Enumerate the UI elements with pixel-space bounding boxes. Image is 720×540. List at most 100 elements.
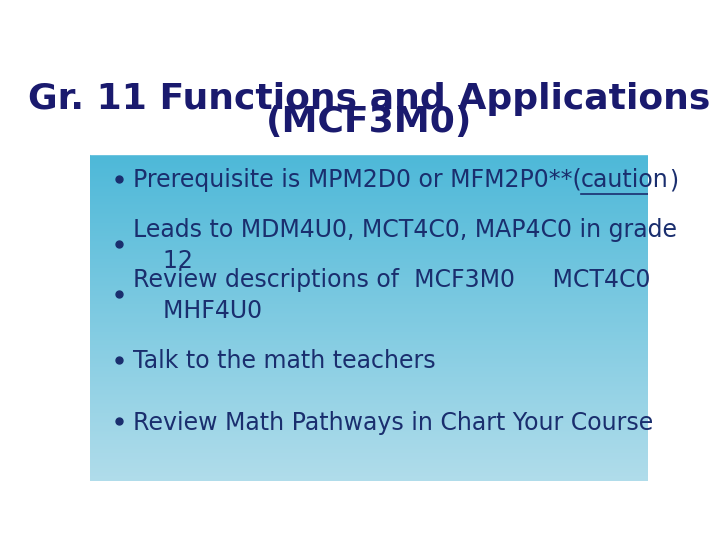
Bar	[90, 463, 648, 464]
Bar	[90, 350, 648, 351]
Bar	[90, 187, 648, 188]
Bar	[90, 277, 648, 278]
Bar	[90, 294, 648, 295]
Bar	[90, 362, 648, 363]
Bar	[90, 200, 648, 201]
Bar	[90, 245, 648, 246]
Bar	[90, 357, 648, 359]
Bar	[90, 327, 648, 328]
Bar	[90, 213, 648, 214]
Bar	[90, 239, 648, 240]
Bar	[90, 241, 648, 242]
Bar	[90, 183, 648, 184]
Bar	[90, 310, 648, 311]
Bar	[90, 435, 648, 436]
Bar	[90, 306, 648, 307]
Bar	[90, 477, 648, 478]
Bar	[90, 205, 648, 206]
Bar	[90, 374, 648, 375]
Bar	[90, 259, 648, 260]
Bar	[90, 158, 648, 159]
Bar	[90, 227, 648, 228]
Bar	[90, 278, 648, 279]
Bar	[90, 427, 648, 428]
Bar	[90, 379, 648, 380]
Bar	[90, 356, 648, 357]
Text: Gr. 11 Functions and Applications: Gr. 11 Functions and Applications	[28, 82, 710, 116]
Bar	[90, 459, 648, 460]
Bar	[90, 320, 648, 321]
Bar	[90, 313, 648, 314]
Bar	[90, 253, 648, 254]
Bar	[90, 217, 648, 218]
Bar	[90, 305, 648, 306]
Bar	[90, 319, 648, 320]
Bar	[90, 341, 648, 342]
Bar	[90, 445, 648, 446]
Bar	[90, 314, 648, 315]
Bar	[90, 261, 648, 262]
Bar	[90, 428, 648, 429]
Bar	[90, 260, 648, 261]
Bar	[90, 287, 648, 288]
Bar	[90, 385, 648, 386]
Bar	[90, 164, 648, 165]
Bar	[90, 232, 648, 233]
Bar	[90, 354, 648, 355]
Bar	[90, 191, 648, 192]
Bar	[90, 309, 648, 310]
Bar	[90, 248, 648, 249]
Bar	[90, 347, 648, 348]
Bar	[90, 352, 648, 353]
Bar	[90, 302, 648, 303]
Bar	[90, 286, 648, 287]
Bar	[90, 188, 648, 189]
Bar	[90, 225, 648, 226]
Bar	[90, 203, 648, 204]
Bar	[90, 425, 648, 426]
Bar	[90, 411, 648, 412]
Bar	[90, 238, 648, 239]
Bar	[90, 369, 648, 371]
Bar	[90, 274, 648, 275]
Bar	[90, 407, 648, 408]
Bar	[90, 303, 648, 305]
Bar	[90, 389, 648, 390]
Bar	[90, 185, 648, 186]
Bar	[90, 399, 648, 400]
Bar	[90, 204, 648, 205]
Bar	[90, 408, 648, 409]
Bar	[90, 268, 648, 269]
Bar	[90, 337, 648, 338]
Bar	[90, 339, 648, 340]
Bar	[90, 461, 648, 462]
Bar	[90, 406, 648, 407]
Bar	[90, 279, 648, 280]
Bar	[90, 416, 648, 417]
Bar	[90, 235, 648, 236]
Bar	[90, 457, 648, 458]
Bar	[90, 285, 648, 286]
Bar	[90, 383, 648, 384]
Bar	[90, 247, 648, 248]
Bar	[90, 269, 648, 271]
Bar	[90, 292, 648, 293]
Bar	[90, 426, 648, 427]
Bar	[90, 258, 648, 259]
Bar	[90, 396, 648, 397]
Bar	[90, 240, 648, 241]
Bar	[90, 390, 648, 391]
Bar	[90, 290, 648, 291]
Bar	[90, 307, 648, 308]
Bar	[90, 458, 648, 459]
Bar	[90, 398, 648, 399]
Bar	[90, 478, 648, 480]
Bar	[90, 308, 648, 309]
Bar	[90, 197, 648, 198]
Bar	[90, 402, 648, 403]
Bar	[90, 430, 648, 431]
Bar	[90, 222, 648, 224]
Bar	[90, 451, 648, 453]
Bar	[90, 423, 648, 424]
Bar	[90, 470, 648, 471]
